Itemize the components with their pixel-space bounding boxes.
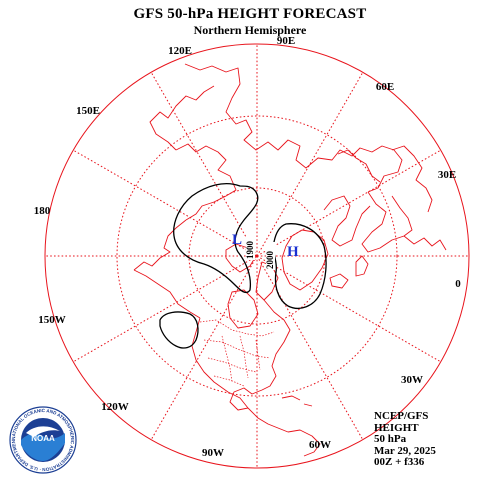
- lon-label-120w: 120W: [101, 401, 129, 413]
- info-date: Mar 29, 2025: [374, 444, 436, 457]
- contour-1900: [173, 182, 259, 294]
- border-states-1: [203, 339, 271, 359]
- contour-label-1900: 1900: [245, 241, 255, 260]
- coast-caribbean: [281, 395, 313, 407]
- coast-iceland: [329, 273, 349, 289]
- logo-wave: [21, 433, 65, 461]
- info-field: HEIGHT: [374, 421, 419, 434]
- low-pressure-label: L: [232, 232, 242, 248]
- coast-alaska: [133, 269, 201, 319]
- lon-label-150e: 150E: [76, 105, 100, 117]
- border-states-2: [207, 357, 257, 373]
- noaa-logo: NATIONAL OCEANIC AND ATMOSPHERIC ADMINIS…: [8, 405, 77, 474]
- meridian-30w: [256, 255, 442, 363]
- coast-hudson-bay: [227, 289, 259, 329]
- coast-europe: [361, 191, 413, 253]
- page-subtitle: Northern Hemisphere: [193, 23, 307, 37]
- border-states-4: [239, 335, 249, 379]
- coast-north-america-east: [261, 299, 291, 391]
- meridian-30e: [256, 149, 442, 257]
- lon-label-120e: 120E: [168, 45, 192, 57]
- contour-label-bg-1900: [246, 232, 255, 260]
- coast-middle-east: [391, 145, 433, 213]
- meridian-60e: [256, 71, 364, 257]
- lon-label-60e: 60E: [376, 81, 394, 93]
- coast-south-america: [287, 429, 321, 457]
- coast-gulf-mexico: [229, 387, 263, 411]
- lon-label-90w: 90W: [202, 447, 224, 459]
- lon-label-90e: 90E: [277, 35, 295, 47]
- page-title: GFS 50-hPa HEIGHT FORECAST: [133, 6, 367, 22]
- lon-label-180: 180: [34, 205, 51, 217]
- border-us-canada: [199, 319, 275, 337]
- contour-value-labels: 1900 2000: [245, 232, 275, 270]
- meridian-150e: [72, 149, 258, 257]
- lon-label-30e: 30E: [438, 169, 456, 181]
- contour-pacific: [159, 311, 199, 349]
- contour-2000: [272, 223, 327, 309]
- info-level: 50 hPa: [374, 433, 407, 445]
- coast-north-america-west: [191, 317, 249, 409]
- lon-label-150w: 150W: [38, 314, 66, 326]
- lon-label-60w: 60W: [309, 439, 331, 451]
- high-pressure-label: H: [287, 244, 299, 260]
- height-contours: [159, 182, 327, 349]
- coast-asia-north: [175, 143, 237, 221]
- meridian-150w: [72, 255, 258, 363]
- meridian-120w: [150, 255, 258, 441]
- latitude-circle-50n: [116, 115, 398, 397]
- border-states-3: [221, 335, 233, 383]
- lon-label-30w: 30W: [401, 374, 423, 386]
- coast-asia-arctic: [184, 63, 403, 193]
- logo-bird: [26, 426, 60, 437]
- logo-acronym: NOAA: [31, 434, 55, 443]
- longitude-labels: 90E 60E 30E 0 30W 60W 90W 120W 150W 180 …: [34, 35, 462, 459]
- coast-kamchatka: [133, 219, 187, 271]
- border-us-mexico: [213, 375, 245, 387]
- border-states-5: [255, 339, 261, 371]
- coast-scandinavia: [323, 195, 371, 247]
- coast-mediterranean: [403, 235, 447, 251]
- latitude-circle-70n: [188, 187, 326, 325]
- political-borders: [199, 319, 275, 387]
- meridians: [45, 44, 469, 468]
- meridian-120e: [150, 71, 258, 257]
- map-boundary: [44, 43, 470, 469]
- info-source: NCEP/GFS: [374, 410, 429, 422]
- latitude-circles: [116, 115, 398, 397]
- info-run: 00Z + f336: [374, 456, 425, 468]
- coast-british-isles: [355, 255, 369, 277]
- coast-central-america: [247, 407, 289, 433]
- coast-africa-north: [337, 149, 381, 183]
- contour-label-bg-2000: [266, 242, 275, 270]
- contour-label-2000: 2000: [265, 251, 275, 270]
- lon-label-0: 0: [455, 278, 461, 290]
- coast-east-asia: [149, 85, 215, 151]
- coast-canada-arctic: [225, 243, 257, 273]
- forecast-info: NCEP/GFS HEIGHT 50 hPa Mar 29, 2025 00Z …: [374, 410, 436, 469]
